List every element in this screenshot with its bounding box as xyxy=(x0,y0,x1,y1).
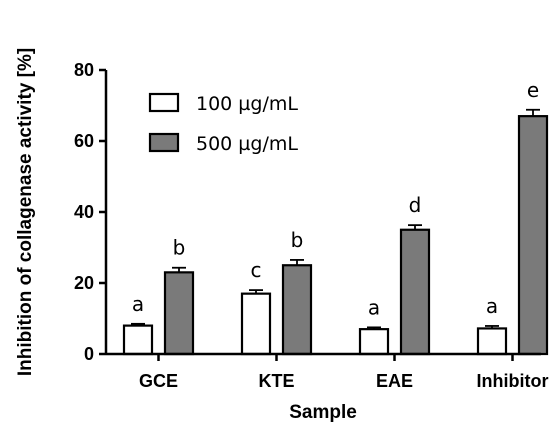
y-tick-label: 60 xyxy=(74,131,94,151)
x-tick-label: EAE xyxy=(376,371,413,391)
x-axis-title: Sample xyxy=(289,402,357,423)
bar xyxy=(240,292,272,356)
legend-label: 100 µg/mL xyxy=(196,93,298,115)
bar xyxy=(517,115,549,356)
y-tick-label: 0 xyxy=(84,344,94,364)
significance-label: b xyxy=(173,236,186,260)
bar xyxy=(122,324,154,356)
bar xyxy=(358,328,390,356)
significance-label: a xyxy=(132,292,144,316)
x-tick-label: KTE xyxy=(259,371,295,391)
legend-swatch xyxy=(148,92,180,113)
significance-label: c xyxy=(251,258,262,282)
legend-swatch xyxy=(148,132,180,153)
legend-label: 500 µg/mL xyxy=(196,133,298,155)
x-tick-label: Inhibitor xyxy=(477,371,549,391)
bars-layer: a b c b a d a e xyxy=(122,78,549,356)
bar xyxy=(163,271,195,356)
ticks-layer: 0 20 40 60 80 GCE KTE EAE Inhibitor xyxy=(74,60,549,391)
significance-label: e xyxy=(527,78,539,102)
y-axis-title: Inhibition of collagenase activity [%] xyxy=(15,48,36,376)
significance-label: a xyxy=(368,295,380,319)
significance-label: a xyxy=(486,294,498,318)
significance-label: d xyxy=(409,193,422,217)
bar xyxy=(476,327,508,356)
y-tick-label: 40 xyxy=(74,202,94,222)
significance-label: b xyxy=(291,228,304,252)
bar xyxy=(281,264,313,356)
bar xyxy=(399,228,431,356)
x-tick-label: GCE xyxy=(139,371,178,391)
legend: 100 µg/mL 500 µg/mL xyxy=(148,92,298,155)
y-tick-label: 20 xyxy=(74,273,94,293)
y-tick-label: 80 xyxy=(74,60,94,80)
